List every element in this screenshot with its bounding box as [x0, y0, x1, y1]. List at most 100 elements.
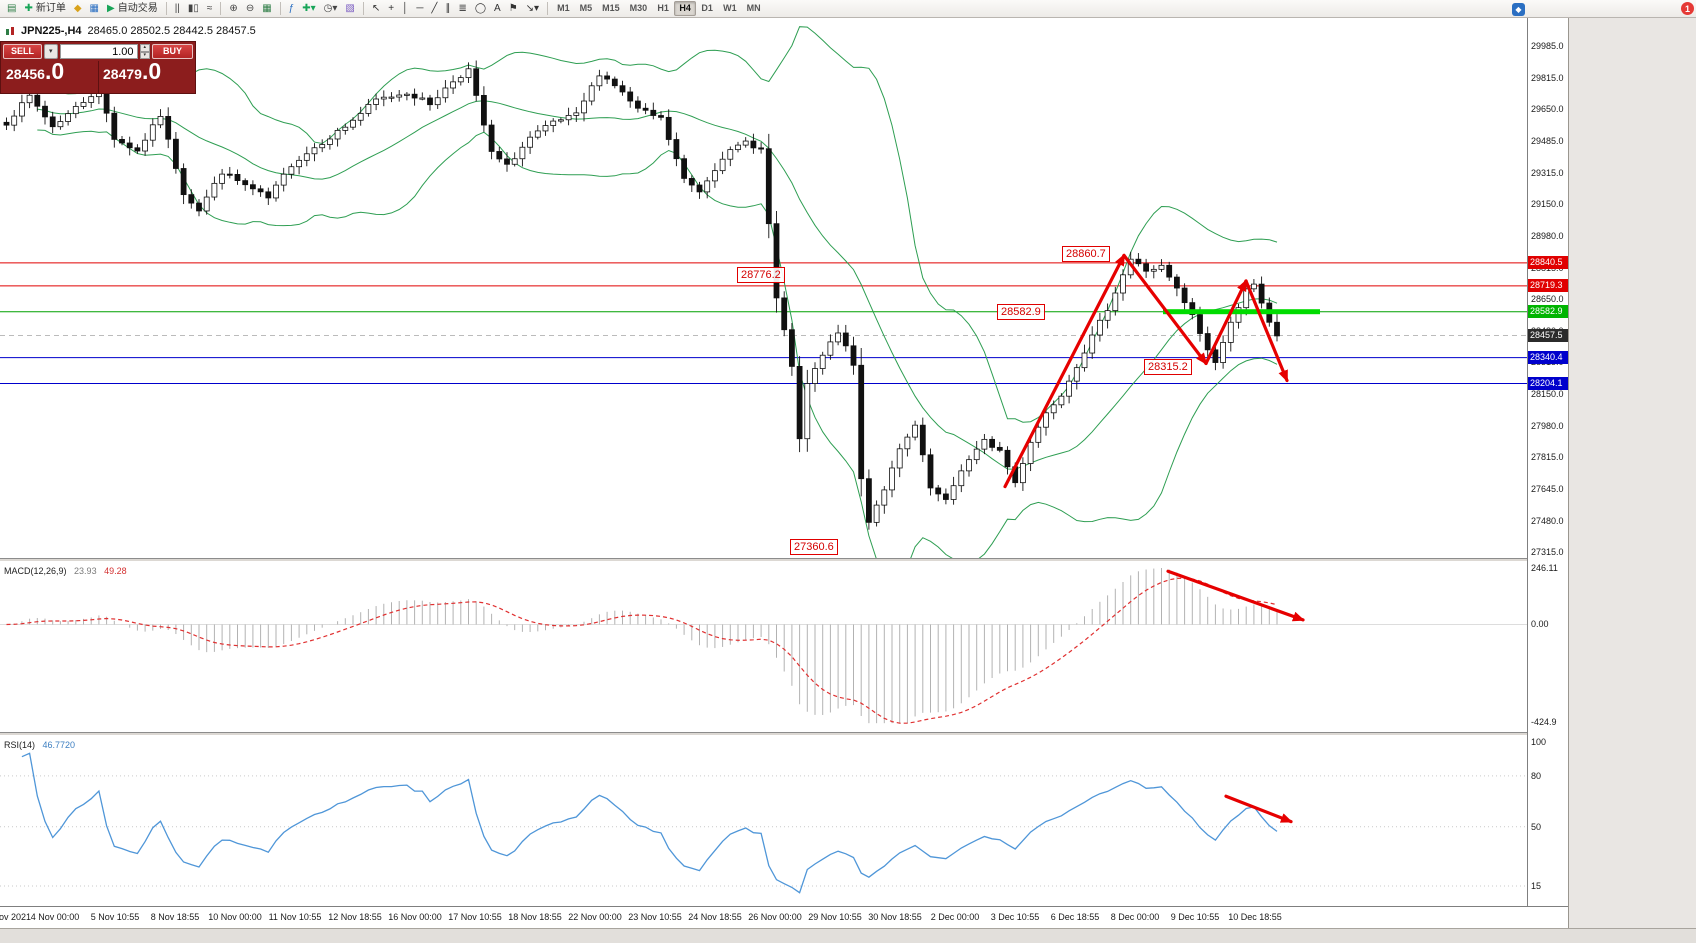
timeframe-mn[interactable]: MN	[742, 1, 766, 16]
time-axis-label: 26 Nov 00:00	[748, 912, 802, 922]
toolbar-separator	[362, 2, 364, 15]
cursor-icon[interactable]: ↖	[368, 1, 384, 17]
rsi-line	[21, 752, 1278, 894]
label-icon[interactable]: ⚑	[505, 1, 522, 17]
status-strip	[0, 928, 1696, 943]
timeframe-d1[interactable]: D1	[696, 1, 718, 16]
timeframe-h4[interactable]: H4	[674, 1, 697, 16]
horizontal-line-icon[interactable]: ─	[412, 1, 427, 17]
text-icon[interactable]: A	[490, 1, 505, 17]
trend-arrow[interactable]	[1003, 253, 1126, 489]
vertical-line-icon[interactable]: │	[398, 1, 412, 17]
chart-background	[0, 18, 1527, 558]
macd-signal-value: 49.28	[104, 566, 127, 576]
volume-up-button[interactable]: ▴	[139, 44, 151, 52]
time-axis-label: 10 Dec 18:55	[1228, 912, 1282, 922]
timeframe-w1[interactable]: W1	[718, 1, 742, 16]
sell-button[interactable]: SELL	[3, 44, 42, 59]
channel-icon: ∥	[445, 2, 451, 14]
price-callout[interactable]: 28860.7	[1062, 245, 1110, 262]
data-window-icon[interactable]: ▦	[86, 1, 103, 17]
timeframe-m15[interactable]: M15	[597, 1, 625, 16]
price-callout[interactable]: 28776.2	[737, 267, 785, 284]
bar-chart-type-icon[interactable]: ||	[171, 1, 184, 17]
new-order-button[interactable]: ✚ 新订单	[20, 1, 69, 17]
volume-dropdown[interactable]: ▾	[43, 44, 58, 59]
volume-down-button[interactable]: ▾	[139, 51, 151, 59]
zoom-in-icon: ⊕	[229, 2, 238, 14]
notification-badge[interactable]: 1	[1681, 2, 1694, 15]
macd-panel[interactable]	[0, 562, 1527, 732]
price-axis-label: 27315.0	[1531, 546, 1564, 557]
trend-arrow[interactable]	[1122, 253, 1208, 366]
channel-icon[interactable]: ∥	[441, 1, 454, 17]
market-watch-icon[interactable]: ◆	[70, 1, 86, 17]
bar-chart-type-icon: ||	[174, 2, 180, 14]
ask-int: 28479	[103, 66, 142, 82]
rsi-panel[interactable]	[0, 736, 1527, 906]
timeframe-m1[interactable]: M1	[552, 1, 575, 16]
timeframe-m5[interactable]: M5	[575, 1, 598, 16]
macd-trend-arrow[interactable]	[1166, 569, 1305, 622]
zoom-in-icon[interactable]: ⊕	[225, 1, 241, 17]
arrows-tool-icon: ↘▾	[525, 2, 540, 14]
line-chart-type-icon: ≈	[206, 2, 213, 14]
buy-button[interactable]: BUY	[152, 44, 193, 59]
vertical-line-icon: │	[402, 2, 409, 14]
tile-windows-icon[interactable]: ▦	[258, 1, 275, 17]
rsi-trend-arrow[interactable]	[1224, 794, 1293, 824]
periods-icon[interactable]: ◷▾	[320, 1, 342, 17]
line-chart-type-icon[interactable]: ≈	[203, 1, 217, 17]
time-axis-label: 8 Dec 00:00	[1110, 912, 1160, 922]
trendline-icon[interactable]: ╱	[427, 1, 441, 17]
trendline-icon: ╱	[431, 2, 438, 14]
panel-separator[interactable]	[0, 558, 1568, 562]
timeframe-h1[interactable]: H1	[652, 1, 674, 16]
indicators-list-icon[interactable]: ƒ	[285, 1, 299, 17]
timeframe-m30[interactable]: M30	[625, 1, 653, 16]
level-price-tag: 28840.5	[1528, 256, 1568, 270]
price-callout[interactable]: 28315.2	[1144, 359, 1192, 376]
rsi-axis-label: 80	[1531, 770, 1542, 781]
bollinger-band-middle	[37, 100, 1278, 470]
market-watch-icon: ◆	[73, 2, 82, 14]
main-chart[interactable]	[0, 18, 1527, 558]
one-click-trading-panel: SELL ▾ ▴ ▾ BUY 28456 .0 28479 .0	[0, 41, 196, 94]
text-icon: A	[494, 2, 501, 14]
price-axis-label: 28650.0	[1531, 293, 1564, 304]
panel-separator[interactable]	[0, 732, 1568, 736]
trend-arrow[interactable]	[1204, 279, 1248, 366]
macd-label: MACD(12,26,9) 23.93 49.28	[4, 566, 127, 576]
fibonacci-icon[interactable]: ≣	[454, 1, 470, 17]
volume-input[interactable]	[59, 44, 138, 59]
time-axis-label: 3 Dec 10:55	[990, 912, 1040, 922]
crosshair-icon[interactable]: +	[384, 1, 398, 17]
time-axis-label: 5 Nov 10:55	[90, 912, 140, 922]
toolbar-separator	[165, 2, 167, 15]
new-chart-icon[interactable]: ▤	[3, 1, 20, 17]
price-axis-label: 28150.0	[1531, 388, 1564, 399]
price-axis[interactable]: 29985.0 29815.0 29650.0 29485.0 29315.0 29150…	[1527, 18, 1568, 906]
time-axis-label: 16 Nov 00:00	[388, 912, 442, 922]
current-price-tag: 28457.5	[1528, 328, 1568, 342]
shapes-icon[interactable]: ◯	[471, 1, 490, 17]
rsi-axis-label: 50	[1531, 821, 1542, 832]
templates-icon[interactable]: ▧	[341, 1, 358, 17]
toolbar-separator	[220, 2, 222, 15]
autotrading-button[interactable]: ▶ 自动交易	[103, 1, 162, 17]
candlestick-type-icon[interactable]: ▮▯	[184, 1, 203, 17]
support-zone[interactable]	[1163, 309, 1320, 315]
arrows-tool-icon[interactable]: ↘▾	[522, 1, 543, 17]
community-icon[interactable]: ◆	[1512, 3, 1525, 16]
add-indicator-icon[interactable]: ✚▾	[298, 1, 319, 17]
data-window-icon: ▦	[89, 2, 99, 14]
zoom-out-icon[interactable]: ⊖	[242, 1, 258, 17]
toolbar: ▤ ✚ 新订单 ◆ ▦ ▶ 自动交易 || ▮▯ ≈ ⊕ ⊖ ▦ ƒ ✚▾ ◷▾ ▧ ↖ + │ ─ ╱ ∥ ≣ ◯ A ⚑ ↘▾ M1…	[0, 0, 1696, 18]
price-callout[interactable]: 27360.6	[790, 539, 838, 556]
time-axis-label: 10 Nov 00:00	[208, 912, 262, 922]
macd-main-value: 23.93	[74, 566, 97, 576]
price-callout[interactable]: 28582.9	[997, 303, 1045, 320]
tile-windows-icon: ▦	[262, 2, 272, 14]
trend-arrow[interactable]	[1244, 279, 1289, 383]
